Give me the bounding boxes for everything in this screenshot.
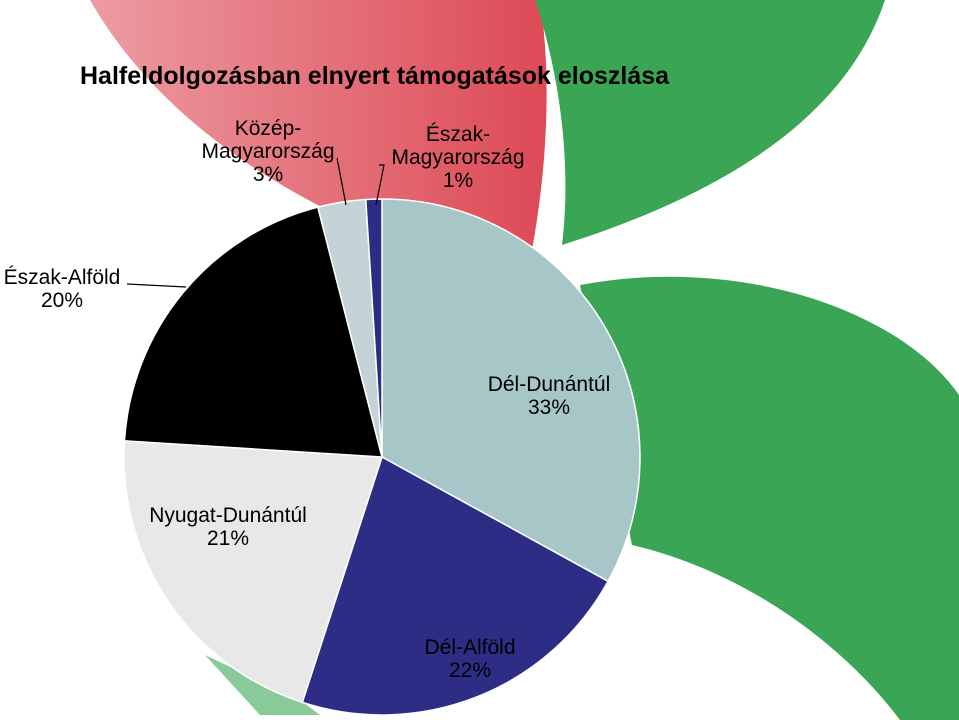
data-label-nyugat-dunantul: Nyugat-Dunántúl 21% <box>149 504 307 550</box>
data-label-del-dunantul: Dél-Dunántúl 33% <box>487 373 611 419</box>
data-label-eszak-alfold: Észak-Alföld 20% <box>3 266 121 312</box>
leader-line-eszak-alfold <box>126 283 187 288</box>
data-label-kozep-magyarorszag: Közép- Magyarország 3% <box>201 117 335 186</box>
green-leaf-shape <box>535 0 885 245</box>
data-label-del-alfold: Dél-Alföld 22% <box>424 636 516 682</box>
pie-slice-del-dunantul <box>381 198 641 583</box>
pie-slice-eszak-alfold <box>123 206 383 458</box>
leader-line-eszak-magyarorszag <box>375 164 385 206</box>
green-leaf-shape <box>580 276 959 720</box>
leader-lines <box>126 157 385 288</box>
pie <box>123 198 641 716</box>
data-label-eszak-magyarorszag: Észak- Magyarország 1% <box>391 123 525 192</box>
pie-slice-nyugat-dunantul <box>123 440 384 704</box>
chart-title: Halfeldolgozásban elnyert támogatások el… <box>80 62 670 90</box>
pie-slice-del-alfold <box>301 455 610 716</box>
leader-line-kozep <box>336 157 347 206</box>
pie-slice-eszak-magyarorszag <box>365 198 383 458</box>
